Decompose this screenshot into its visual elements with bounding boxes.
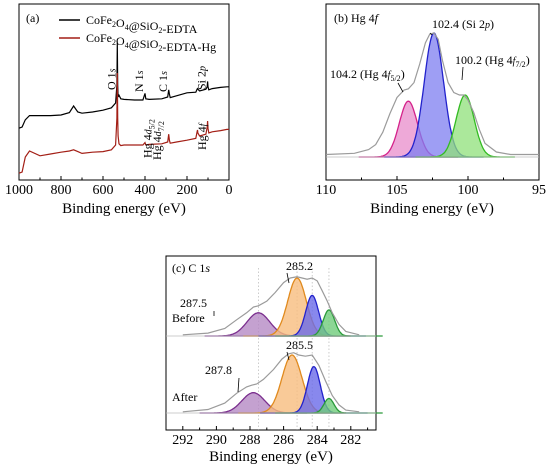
panel-c-xtick-label: 288 [240, 433, 261, 448]
panel-c-before-experimental-line [182, 276, 360, 336]
panel-c-xtick-label: 286 [273, 433, 294, 448]
panel-c-pointer [286, 351, 290, 361]
panel-a-series-1 [18, 72, 229, 174]
legend-entry-1: CoFe2O4@SiO2-EDTA-Hg [86, 31, 216, 54]
panel-a-peak-label: Si 2p [195, 66, 209, 90]
panel-b-xtick-label: 105 [387, 183, 408, 198]
legend-entry-0: CoFe2O4@SiO2-EDTA [86, 13, 198, 36]
panel-a-peak-label: O 1s [104, 68, 118, 90]
panel-b-xtick-label: 110 [316, 183, 336, 198]
panel-a-peak-label: C 1s [156, 71, 170, 92]
panel-b-xlabel: Binding energy (eV) [370, 201, 494, 217]
panel-c-group-label-after: After [172, 390, 197, 404]
panel-c-peak-label-285.5: 285.5 [286, 338, 313, 352]
panel-b-xtick-label: 95 [532, 183, 546, 198]
panel-b-experimental-line [325, 32, 539, 156]
panel-a-xtick-label: 800 [51, 183, 72, 198]
panel-a-peak-label: Hg 4f [195, 122, 209, 150]
panel-c-peak-label-285.2: 285.2 [286, 259, 313, 273]
panel-a-peak-label: N 1s [132, 70, 146, 92]
panel-b-xtick-label: 100 [458, 183, 479, 198]
panel-b-pointer [397, 82, 404, 93]
panel-b-peak-label-104.2: 104.2 (Hg 4f5/2) [330, 67, 405, 83]
panel-a-xtick-label: 1000 [5, 183, 33, 198]
panel-c-xlabel: Binding energy (eV) [209, 449, 333, 465]
panel-b: 110 105 100 95 102.4 (Si 2p) 104.2 (Hg 4f5/2… [316, 3, 546, 217]
panel-a: 1000 800 600 400 200 0 O 1s N 1s C 1s Si 2p Hg 4d… [5, 3, 233, 217]
panel-c-xtick-label: 282 [340, 433, 361, 448]
panel-c-group-label-before: Before [172, 311, 205, 325]
panel-b-peak-label-100.2: 100.2 (Hg 4f7/2) [455, 53, 530, 69]
panel-a-peak-label: Hg 4d7/2 [150, 121, 166, 160]
panel-a-xtick-label: 400 [135, 183, 156, 198]
panel-c-pointer [286, 272, 290, 284]
panel-b-pointer [461, 66, 464, 81]
panel-a-xtick-label: 0 [226, 183, 233, 198]
panel-c-label: (c) C 1s [172, 261, 210, 275]
legend: CoFe2O4@SiO2-EDTA CoFe2O4@SiO2-EDTA-Hg [59, 13, 216, 54]
panel-c-xtick-label: 290 [206, 433, 227, 448]
panel-b-pointer [429, 32, 433, 36]
panel-c-xtick-label: 292 [172, 433, 193, 448]
panel-a-series-0 [18, 42, 229, 129]
panel-a-xtick-label: 200 [177, 183, 198, 198]
panel-c: 292 290 288 286 284 282 Before 285.2 287.5 After… [165, 255, 383, 465]
panel-a-xlabel: Binding energy (eV) [62, 201, 186, 217]
panel-a-label: (a) [26, 11, 39, 25]
panel-a-xtick-label: 600 [93, 183, 114, 198]
panel-c-after-experimental-line [182, 352, 360, 413]
panel-c-peak-label-287.8: 287.8 [205, 363, 232, 377]
panel-c-peak-label-287.5: 287.5 [180, 296, 207, 310]
panel-a-peak-label: Hg 4d5/2 [140, 119, 156, 158]
panel-b-peak-label-102.4: 102.4 (Si 2p) [432, 17, 494, 31]
panel-c-pointer [237, 377, 240, 393]
panel-c-xtick-label: 284 [307, 433, 328, 448]
panel-b-label: (b) Hg 4f [334, 11, 380, 25]
panel-c-frame [165, 255, 377, 431]
